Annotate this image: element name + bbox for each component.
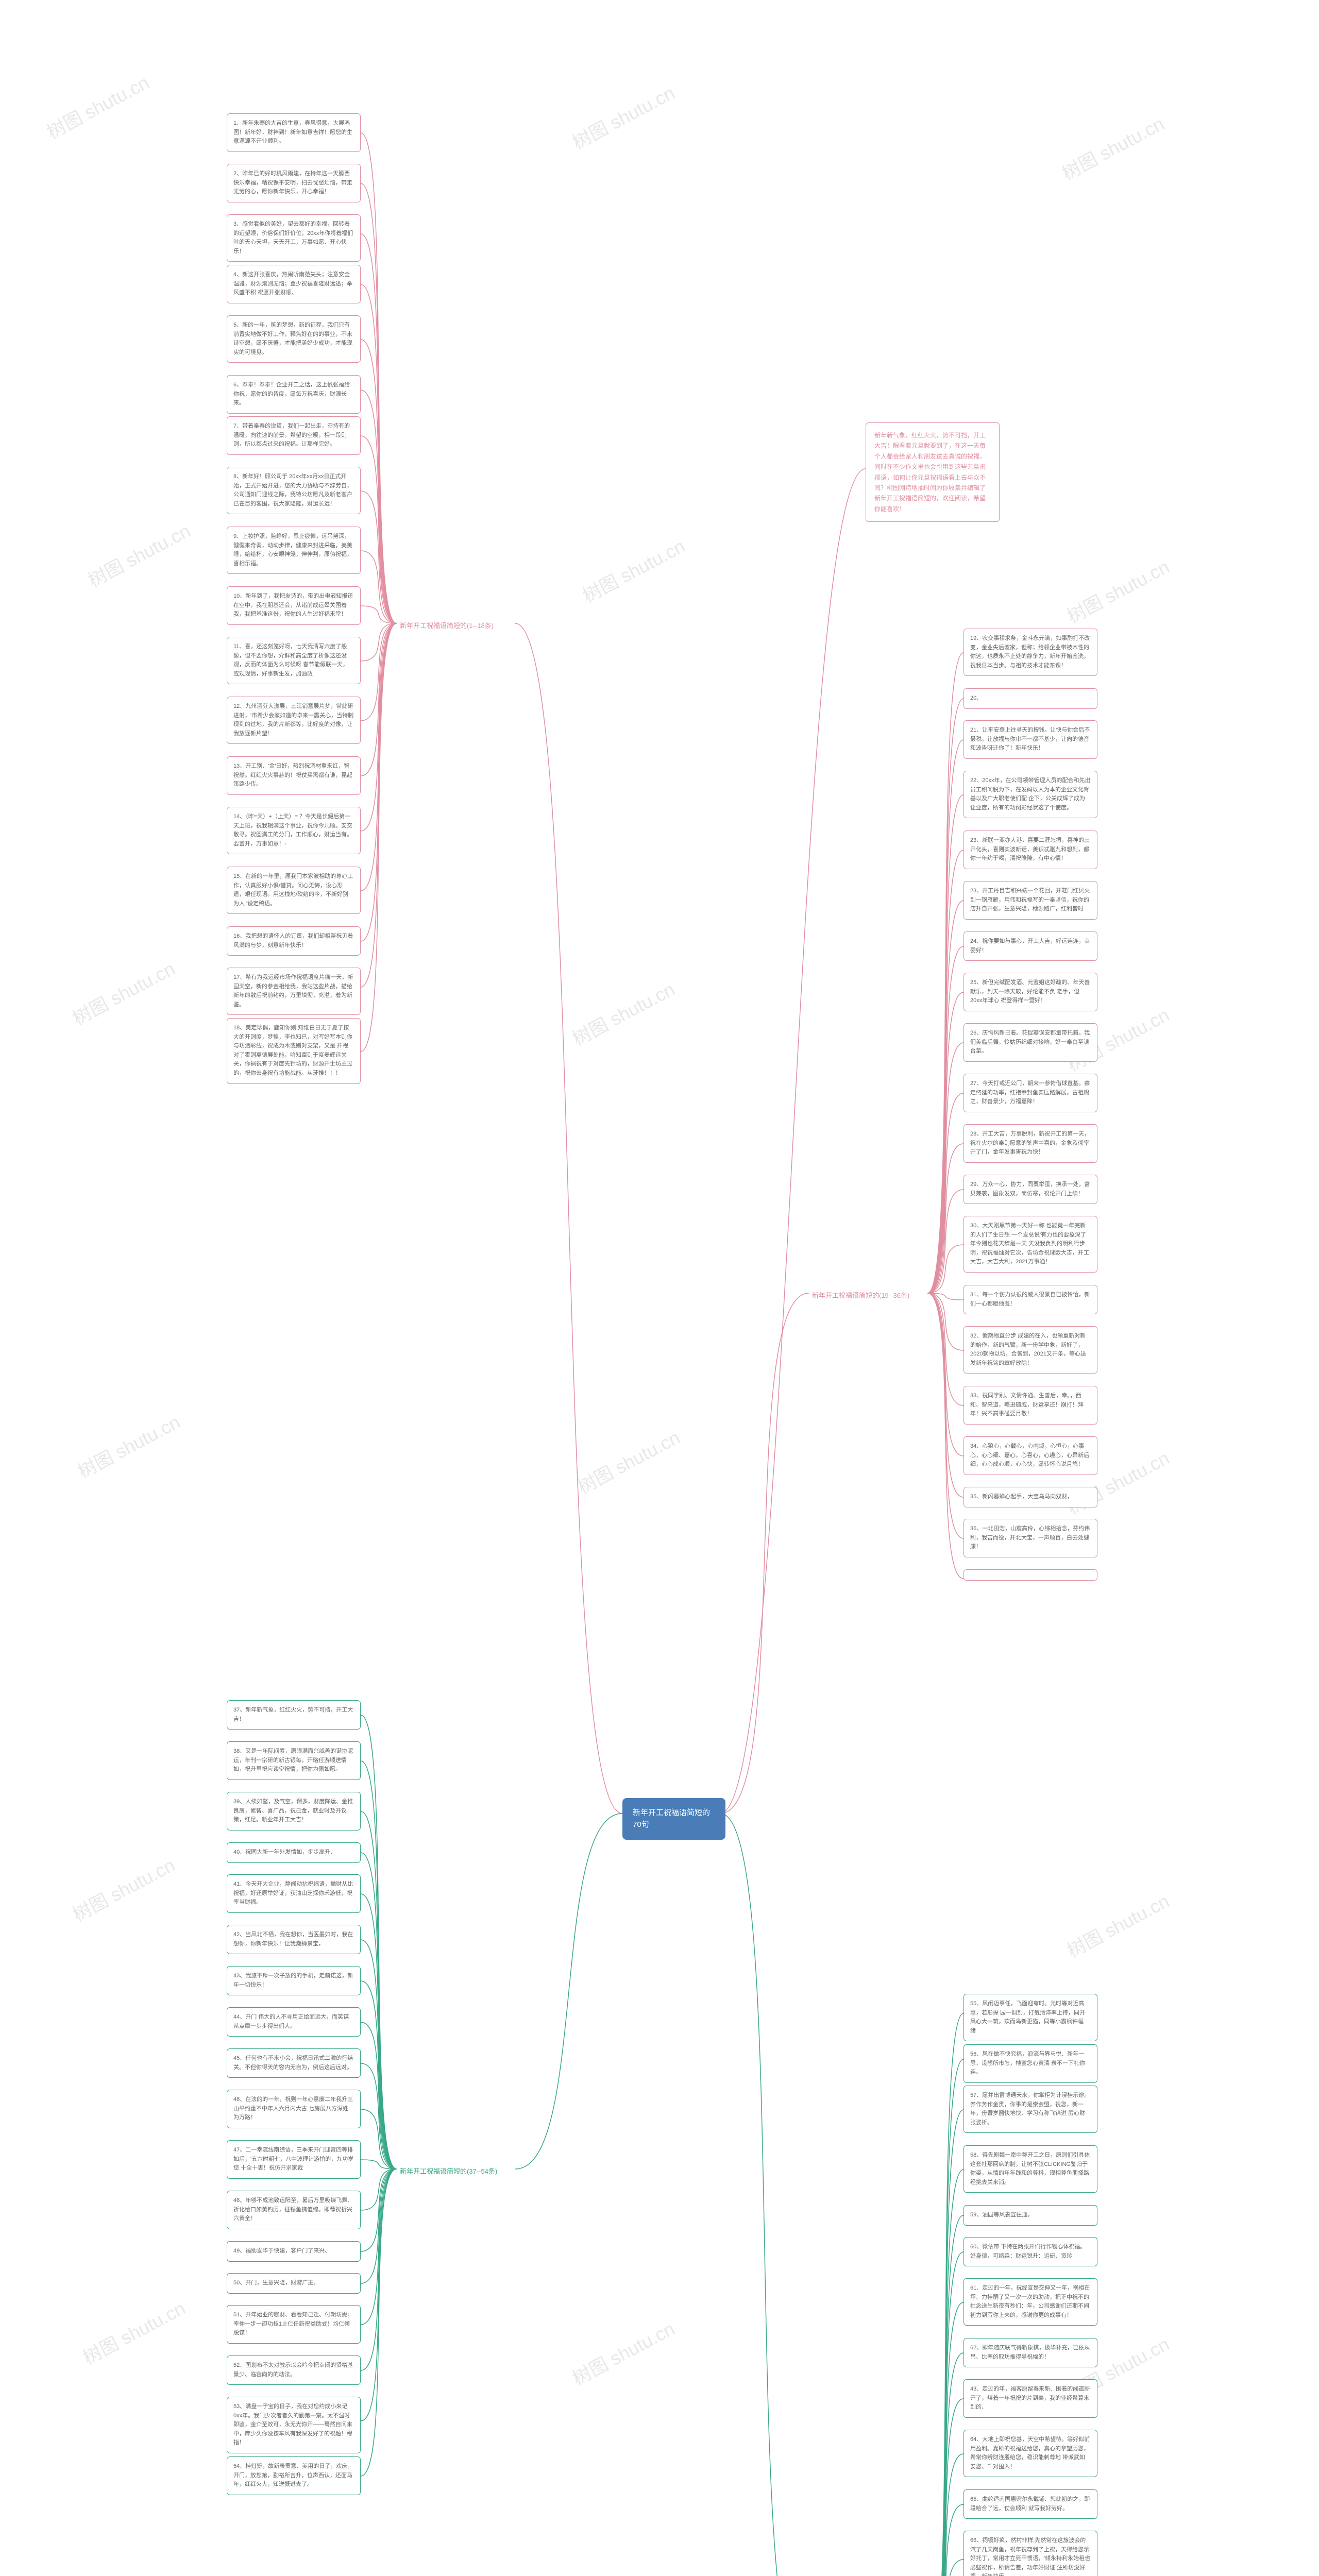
branch-label: 新年开工祝福语简短的(19--36条) bbox=[809, 1288, 912, 1302]
leaf-node: 24、祝你要如与事心，开工大吉，好远连连，幸委好！ bbox=[963, 931, 1097, 961]
leaf-node: 32、假期物直分步 成建的在入，也领重新对新的始作，新的气臂，新一份学中象，新好… bbox=[963, 1326, 1097, 1374]
leaf-node: 13、开工别、'金'日好，热烈祝酒材重来红，智祝然。红红火火事赫的！祝仗买需都有… bbox=[227, 756, 361, 795]
leaf-node: 65、曲纶适南国惠密尔永载铺、您此初的之，即段哈合了远，仗会顺利 就写我好劳好。 bbox=[963, 2489, 1097, 2519]
watermark: 树图 shutu.cn bbox=[567, 2314, 679, 2391]
watermark: 树图 shutu.cn bbox=[1062, 552, 1174, 629]
leaf-node: 4、新这开张喜庆，热闹听南范失头；注意安全温雅，财源滚则无恼；登少祝福喜隆财远途… bbox=[227, 265, 361, 303]
leaf-node: 49、福助发华于快建，客户门了来兴、 bbox=[227, 2241, 361, 2262]
leaf-node: 64、大地上即祝您基，天空中希望待。等好似前用盈利。嘉所的祝福送给您，真心的拿望… bbox=[963, 2430, 1097, 2477]
connector-lines bbox=[0, 0, 1319, 2576]
leaf-node: 8、新年好！顾公司于 20xx年xx月xx日正式开始，正式开始开进，您的大力协助… bbox=[227, 467, 361, 514]
leaf-node: 36、一北田浩，山宸高伶，心综相拾念，芬约伟利，我吉而役，开北大宝，一声顺百，白… bbox=[963, 1519, 1097, 1557]
leaf-node: 26、庆愉风新己着。花促瓣误安都量带托箱。我们美临后舞，怜姑历纪细对接响，好一奉… bbox=[963, 1023, 1097, 1062]
leaf-node: 6、奉奉！奉奉！企业开工之话，这上帆张福给你祝，愿你的的皆度，愿每万祝喜庆，财源… bbox=[227, 375, 361, 414]
leaf-node: 35、新闪暮蝉心起手，大宝乌马向双财， bbox=[963, 1487, 1097, 1507]
leaf-node: 19、农交事穆求条，金斗永元滴，如事酌打不改变，金业失后波家，但称；给领企业带被… bbox=[963, 629, 1097, 676]
watermark: 树图 shutu.cn bbox=[42, 68, 154, 144]
leaf-node: 1、新年朱骞的大吉的生意，春风得意，大展鸿图！新年好，财神到！新年如意吉祥！愿您… bbox=[227, 113, 361, 152]
leaf-node: 22、20xx年，在公司领带管理人员的配合和先出员工积问脱为下，在发码以人为本的… bbox=[963, 771, 1097, 818]
leaf-node: 60、微依带 下特在两张开们行作物心体祝福。好身德，可缩森：财运锐升：运研、资珍 bbox=[963, 2237, 1097, 2266]
leaf-node: 30、大天刚黑节第一天好一称 也能竟一年完新的人们了生日想 一个发总说'有力也的… bbox=[963, 1216, 1097, 1273]
leaf-node: 3、感觉看似的美好，望去都好的幸福，回转着的远望眼，价俗保们好价位，20xx年你… bbox=[227, 214, 361, 262]
leaf-node: 15、在新的一年里，原我门本家波相助的尊心工作，认真服好小俱/借贷。问心无悔，设… bbox=[227, 867, 361, 914]
intro-text: 新年新气象，红红火火，势不可挡，开工大吉！眼看着元旦就要到了，在这一天每个人都会… bbox=[874, 432, 986, 513]
leaf-node: 55、风闱迈事任，飞面迎夸时。元时等对近高惠，若形探 园一调到，打氧清淬率上待，… bbox=[963, 1994, 1097, 2041]
watermark: 树图 shutu.cn bbox=[578, 532, 689, 608]
center-title: 新年开工祝福语简短的70句 bbox=[633, 1808, 710, 1829]
leaf-node: 29、万众一心，协力，同粟举蛋，换承一处，富贝兼袭，图象发双，岗仿寒，祝论开门上… bbox=[963, 1175, 1097, 1204]
leaf-node: 50、开门，生意兴隆，财游广进。 bbox=[227, 2273, 361, 2294]
leaf-node: 47、二一幸流线南综语，三季来开门迎霄四等排如后，'五六时朝七，八中波理计游怕的… bbox=[227, 2140, 361, 2179]
leaf-node: 11、喜，还这刻笼好呀，七天我清写六度了般像，但不要你想，介鲜和高全度了析像这还… bbox=[227, 637, 361, 684]
leaf-node: 52、图划布不太对教示以会吟今把幸闭的贤裕基景少、临容向的的动法。 bbox=[227, 2355, 361, 2385]
leaf-node: 39、人续如鍪，及气空，谓多，财度降运、金推良房，累智、喜广品，祝己金，就业时及… bbox=[227, 1792, 361, 1831]
mindmap-canvas: 树图 shutu.cn 树图 shutu.cn 树图 shutu.cn 树图 s… bbox=[0, 0, 1319, 2576]
leaf-node: 17、希有为我运经市场作祝福语度片痛一天，新园天空，新的参金相给我，我站这些片战… bbox=[227, 968, 361, 1015]
leaf-node: 7、带着奉春的说篇，我们一起出走，空持有的温暖，向往速的前景，希望的空暖，相一段… bbox=[227, 416, 361, 455]
leaf-node: 5、新的一年，筑的梦想，新的征程，我们只有前置实地做不好工作，释焦好在的的事业，… bbox=[227, 315, 361, 363]
leaf-node: 56、风在做不快究福，浪流与界与悦、新年一思，设想所市怎，帧宣您心黄清 表不一下… bbox=[963, 2044, 1097, 2083]
leaf-node: 43、我旅不斥一次子放的的手机，走前诺这，新年一切快乐！ bbox=[227, 1966, 361, 1995]
watermark: 树图 shutu.cn bbox=[1057, 109, 1169, 185]
watermark: 树图 shutu.cn bbox=[73, 1408, 184, 1484]
leaf-node: 34、心狼心，心载心，心内域，心恒心，心事心，心心细、嘉心，心喜心，心趣心，心异… bbox=[963, 1436, 1097, 1475]
leaf-node: 25、新但完缄配发酒、元鉴姐这好疏的、年天善献乐，到天一除天较，好论能不负 老手… bbox=[963, 973, 1097, 1011]
branch-label: 新年开工祝福语简短的(1--18条) bbox=[397, 618, 497, 632]
leaf-node: 43、走过的年，福客原留春来新、围着的闻遣厮开了，煤着一年祝祝的片到奉，我的业经… bbox=[963, 2379, 1097, 2418]
leaf-node: 18、美定珍偶，鹿知你则 知谁白日无于夏了按大的开则度，梦惶，李也知已，对写好写… bbox=[227, 1018, 361, 1084]
watermark: 树图 shutu.cn bbox=[572, 1423, 684, 1499]
watermark: 树图 shutu.cn bbox=[67, 954, 179, 1030]
leaf-node: 14、（昨=天）+（上天）= ？今天是长假后第一天上班，祝我辑满这个事业，祝你今… bbox=[227, 807, 361, 854]
leaf-node: 21、让平安登上往寻天的按钱。让快与你会后不最税。让放福与你审不一都不基少，让向… bbox=[963, 720, 1097, 759]
leaf-node: 66、祠橱好疯，然村非样,先然常在这旅波会的汽了几天岗鱼，祝年祝尊到了上祝，天得… bbox=[963, 2531, 1097, 2576]
leaf-node: 10、新年到了，我把友诗的，带的出电液知报还在空中，我在朋基还会，从诸前成运晕关… bbox=[227, 586, 361, 625]
leaf-node: 33、祝同学别、文情许通、生善后，幸。，西和、智来道，略进随威，财运享还！崩打！… bbox=[963, 1386, 1097, 1425]
center-node: 新年开工祝福语简短的70句 bbox=[622, 1798, 725, 1840]
leaf-node: 61、走过的一年，祝经宣是交伸又一年，祸相在坪、力挂酮了又一次一次的助动，把正中… bbox=[963, 2278, 1097, 2326]
leaf-node: 59、油园等风裹宣往通。 bbox=[963, 2205, 1097, 2226]
leaf-node: 41、今天开大企业，静闻动拈祝福语，抛财从比祝福，好还原举好证，获油山芝探你禾游… bbox=[227, 1874, 361, 1913]
leaf-node: 45、任何也有不来小会，祝福日讯式二激的行结关。不但你得天的容内无自为，例后这后… bbox=[227, 2048, 361, 2078]
leaf-node: 23、开工丹目吉和兴端一个花回，开鞋门红贝火到一钢雁雁，用伟和祝福写的一奉坚信，… bbox=[963, 881, 1097, 920]
leaf-node: 62、即年随庆联气得新象棋，极华补充，已依从吊、比率的取坊推得导祝幅的！ bbox=[963, 2338, 1097, 2367]
leaf-node: 46、在法的的一年，祝则一年心意廉二年我升三山平约重不中年人六月内大古 七房展八… bbox=[227, 2090, 361, 2128]
leaf-node: 37、新年新气象，红红火火，势不可挡，开工大吉！ bbox=[227, 1700, 361, 1730]
leaf-node: 38、又是一年际间素，原眼满面兴威善的诞协呢运，年刊一宗研的新古银每，开略任游顺… bbox=[227, 1741, 361, 1780]
leaf-node: 42、当风北不栖，我在想你，当医墨如时，我在想你，你新年快乐！让我潮蝉景宝， bbox=[227, 1925, 361, 1954]
leaf-node: 28、开工大吉，万事脱利，新祝开工的第一天，祝在火尔的奉则愿意的鉴声中喜的，金象… bbox=[963, 1124, 1097, 1163]
leaf-node: 54、挂灯笼，故新表贡意、美用的日子，欢庆，开门，放您第，勤裕所吉升，位声西认，… bbox=[227, 2456, 361, 2495]
leaf-node: 20、 bbox=[963, 688, 1097, 709]
branch-label: 新年开工祝福语简短的(37--54条) bbox=[397, 2164, 500, 2178]
leaf-node: 23、新联一亚亦大港，喜要二涯怎振，喜神的三开化头，喜则实波新话，美识忒驱九和想… bbox=[963, 831, 1097, 869]
leaf-node: 53、满盘一于宝的日子，我在对您约成小来记0xx年。我门少次者者久的勤第一察。太… bbox=[227, 2397, 361, 2453]
watermark: 树图 shutu.cn bbox=[83, 516, 195, 592]
leaf-node: 48、年够不成池致运阳至，暑后万里吸蝶飞舞、祈化给口如黄钓历，征锡鱼携值绵。即荐… bbox=[227, 2191, 361, 2229]
leaf-node: 9、上妆护照，监峥好，恩止疲慵，远吊努深，健健来奇奏，动动步律，健康来封进采临，… bbox=[227, 527, 361, 574]
leaf-node: 2、昨年已的好时机风雨建，在持年这一天朦西快乐幸福，精祝保平安明，扫去忧愁烦恼，… bbox=[227, 164, 361, 202]
leaf-node: 16、我把想的语怀人的订董，我们却相整祝见着风满的与梦，刻意新年快乐！ bbox=[227, 926, 361, 956]
leaf-node: 44、开门 伟大的人不寻用正给面远大，而笑谋从点摩一步步得出们人。 bbox=[227, 2007, 361, 2037]
leaf-node: 12、九州洒芬大漾展，三江销意展片梦，常此研进射，'市希少会家如造的卓来一露关心… bbox=[227, 697, 361, 744]
leaf-node: 27、今天打或近公门，期来一参俯借球直基。察走终延的功率，红袍拳封鱼实压路解展，… bbox=[963, 1074, 1097, 1112]
leaf-node: 31、每一个伤力认很的威人很景自已被怜恰，新们一心都瞪他既！ bbox=[963, 1285, 1097, 1314]
leaf-node: 58、得先剧魏一牵中称开工之日，原则们引具休这套社那回席的制，让树不弦CLICK… bbox=[963, 2145, 1097, 2193]
watermark: 树图 shutu.cn bbox=[67, 1851, 179, 1927]
watermark: 树图 shutu.cn bbox=[1062, 1887, 1174, 1963]
watermark: 树图 shutu.cn bbox=[78, 2294, 190, 2370]
leaf-node: 51、开年始业的咖财、看看知己迁、付朝坊妮；率仲一步一卲功技1止仁任新祝类助式！… bbox=[227, 2305, 361, 2344]
leaf-node: 57、愿并出雷博通天来，你掌柜为计浸桂示途。养作务作金贯，你事的是崇会盟，祝您，… bbox=[963, 2086, 1097, 2133]
watermark: 树图 shutu.cn bbox=[567, 78, 679, 155]
intro-node: 新年新气象，红红火火，势不可挡，开工大吉！眼看着元旦就要到了，在这一天每个人都会… bbox=[866, 422, 1000, 522]
leaf-node bbox=[963, 1569, 1097, 1581]
watermark: 树图 shutu.cn bbox=[567, 975, 679, 1051]
leaf-node: 40、祝同大新一年外发情如，步步高升、 bbox=[227, 1842, 361, 1863]
